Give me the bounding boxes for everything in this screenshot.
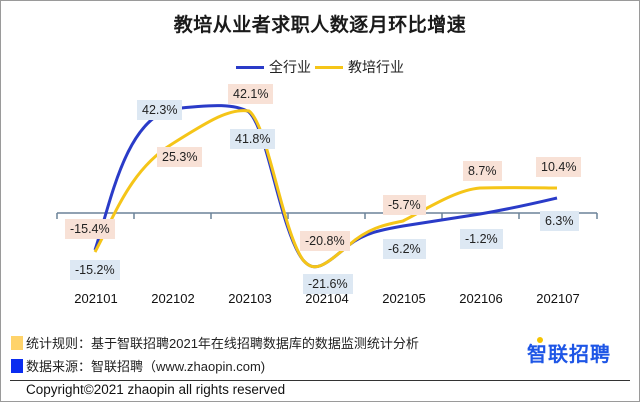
copyright-text: Copyright©2021 zhaopin all rights reserv… xyxy=(26,382,286,397)
data-label-education-202104: -20.8% xyxy=(300,231,350,251)
note-statistics-rule: 统计规则：基于智联招聘2021年在线招聘数据库的数据监测统计分析 xyxy=(11,333,419,352)
data-label-education-202107: 10.4% xyxy=(536,157,582,177)
x-tick-label: 202101 xyxy=(74,291,118,306)
data-label-all-202102: 42.3% xyxy=(137,100,183,120)
chart-title: 教培从业者求职人数逐月环比增速 xyxy=(173,15,467,36)
x-tick-label: 202105 xyxy=(382,291,426,306)
note-text: 数据来源：智联招聘（www.zhaopin.com) xyxy=(26,359,266,374)
legend-item-all-industries: 全行业 xyxy=(236,57,311,77)
x-tick-label: 202104 xyxy=(305,291,349,306)
footer-divider xyxy=(10,380,630,381)
data-label-education-202105: -5.7% xyxy=(383,195,426,215)
note-data-source: 数据来源：智联招聘（www.zhaopin.com) xyxy=(11,356,265,375)
x-tick-label: 202102 xyxy=(151,291,195,306)
data-label-all-202101: -15.2% xyxy=(70,260,120,280)
legend-swatch-blue xyxy=(236,65,264,69)
data-label-all-202103: 41.8% xyxy=(230,129,276,149)
legend-label: 全行业 xyxy=(269,59,311,75)
chart-legend: 全行业 教培行业 xyxy=(0,57,640,77)
x-axis-ticks xyxy=(56,213,598,219)
legend-label: 教培行业 xyxy=(348,59,404,75)
data-label-education-202103: 42.1% xyxy=(228,84,274,104)
data-label-all-202106: -1.2% xyxy=(460,229,503,249)
data-label-all-202107: 6.3% xyxy=(540,211,579,231)
legend-item-education-training: 教培行业 xyxy=(315,57,404,77)
data-label-education-202101: -15.4% xyxy=(65,219,115,239)
data-label-education-202106: 8.7% xyxy=(463,161,502,181)
logo-dot-icon xyxy=(537,337,543,343)
zhaopin-logo: 智联招聘 xyxy=(527,337,611,367)
logo-text: 智联招聘 xyxy=(527,344,611,366)
note-square-yellow-icon xyxy=(11,335,23,350)
x-tick-label: 202107 xyxy=(536,291,580,306)
x-tick-label: 202103 xyxy=(228,291,272,306)
x-tick-label: 202106 xyxy=(459,291,503,306)
data-label-all-202105: -6.2% xyxy=(383,239,426,259)
legend-swatch-yellow xyxy=(315,65,343,69)
note-text: 统计规则：基于智联招聘2021年在线招聘数据库的数据监测统计分析 xyxy=(26,336,419,351)
note-square-blue-icon xyxy=(11,358,23,373)
data-label-all-202104: -21.6% xyxy=(303,274,353,294)
data-label-education-202102: 25.3% xyxy=(157,147,203,167)
series-line-education-training xyxy=(93,109,558,269)
